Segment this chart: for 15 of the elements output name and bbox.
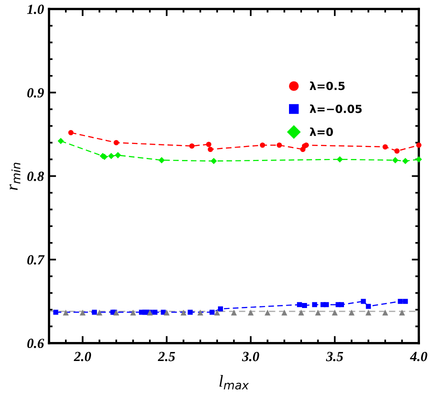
x-axis-title: l$_{max}$ <box>219 375 249 390</box>
y-tick-label: 0.7 <box>27 255 45 265</box>
x-tick-label: 3.0 <box>242 352 260 362</box>
y-tick-label: 0.8 <box>27 172 44 182</box>
x-tick-label: 4.0 <box>410 352 428 362</box>
x-tick-label: 2.0 <box>74 352 92 362</box>
legend-label: λ=−0.05 <box>310 104 362 114</box>
y-tick-label: 1.0 <box>27 4 44 14</box>
y-axis-title: r$_{min}$ <box>10 162 20 190</box>
legend-label: λ=0.5 <box>310 82 345 90</box>
y-tick-label: 0.6 <box>27 338 44 348</box>
x-tick-label: 2.5 <box>158 352 176 362</box>
x-tick-label: 3.5 <box>326 352 344 362</box>
legend-label: λ=0 <box>310 127 333 136</box>
y-tick-label: 0.9 <box>27 88 44 98</box>
